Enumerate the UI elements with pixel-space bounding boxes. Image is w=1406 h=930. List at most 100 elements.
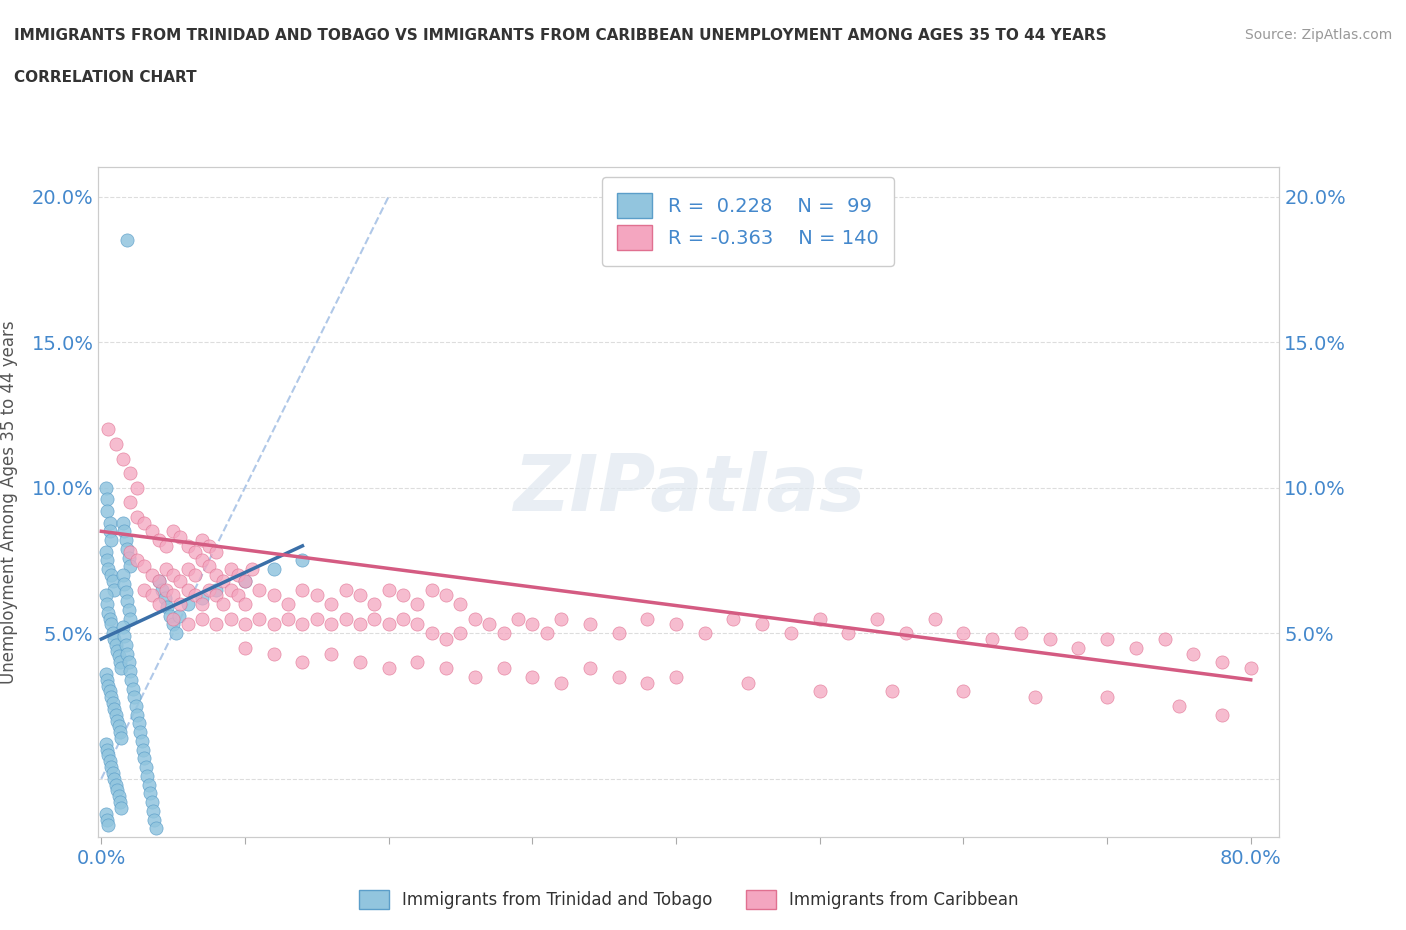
Point <box>94 544 117 559</box>
Point <box>150 582 173 597</box>
Point <box>894 626 917 641</box>
Point <box>155 562 177 577</box>
Point <box>138 777 160 792</box>
Point <box>205 582 228 597</box>
Point <box>205 544 228 559</box>
Point <box>107 719 129 734</box>
Point <box>636 675 658 690</box>
Point <box>363 611 385 626</box>
Point <box>103 631 125 646</box>
Point <box>105 783 128 798</box>
Point <box>153 591 176 605</box>
Point <box>96 812 118 827</box>
Point <box>321 597 343 612</box>
Point <box>780 626 803 641</box>
Point <box>464 670 486 684</box>
Point <box>108 655 131 670</box>
Point <box>191 533 214 548</box>
Point <box>492 660 515 675</box>
Point <box>97 748 120 763</box>
Point <box>117 603 139 618</box>
Point <box>478 617 501 631</box>
Point <box>142 804 165 818</box>
Point <box>665 617 688 631</box>
Point <box>114 533 136 548</box>
Point <box>141 794 163 809</box>
Point <box>952 626 974 641</box>
Point <box>121 672 143 687</box>
Point <box>233 617 256 631</box>
Point <box>128 716 150 731</box>
Point <box>111 515 134 530</box>
Point <box>98 611 121 626</box>
Point <box>464 611 486 626</box>
Point <box>198 582 221 597</box>
Point <box>100 617 122 631</box>
Point <box>94 480 117 495</box>
Point <box>117 550 139 565</box>
Text: ZIPatlas: ZIPatlas <box>513 451 865 526</box>
Point <box>101 574 124 589</box>
Point <box>176 582 198 597</box>
Point <box>139 786 162 801</box>
Point <box>837 626 859 641</box>
Point <box>808 684 831 698</box>
Point <box>145 821 167 836</box>
Point <box>167 608 190 623</box>
Point <box>263 562 285 577</box>
Point <box>94 588 117 603</box>
Point <box>191 553 214 568</box>
Point <box>162 588 184 603</box>
Point <box>98 684 121 698</box>
Point <box>578 617 600 631</box>
Point <box>101 626 124 641</box>
Point <box>155 538 177 553</box>
Point <box>291 655 314 670</box>
Point <box>522 670 544 684</box>
Point <box>111 567 134 582</box>
Point <box>263 588 285 603</box>
Point <box>406 617 429 631</box>
Point <box>148 533 170 548</box>
Point <box>305 588 328 603</box>
Point <box>392 588 415 603</box>
Point <box>115 593 138 608</box>
Point <box>94 737 117 751</box>
Point <box>349 588 371 603</box>
Point <box>127 510 149 525</box>
Point <box>176 562 198 577</box>
Point <box>737 675 759 690</box>
Point <box>148 574 170 589</box>
Point <box>1038 631 1060 646</box>
Point <box>212 597 235 612</box>
Point <box>176 617 198 631</box>
Point <box>233 641 256 656</box>
Point <box>125 698 148 713</box>
Point <box>636 611 658 626</box>
Text: Source: ZipAtlas.com: Source: ZipAtlas.com <box>1244 28 1392 42</box>
Point <box>219 611 242 626</box>
Point <box>169 530 191 545</box>
Point <box>162 617 184 631</box>
Point <box>1211 708 1233 723</box>
Point <box>406 655 429 670</box>
Point <box>578 660 600 675</box>
Point <box>1211 655 1233 670</box>
Point <box>866 611 889 626</box>
Point <box>349 617 371 631</box>
Point <box>191 611 214 626</box>
Point <box>219 562 242 577</box>
Point <box>377 660 399 675</box>
Point <box>233 574 256 589</box>
Point <box>450 626 472 641</box>
Point <box>148 574 170 589</box>
Point <box>127 480 149 495</box>
Point <box>148 597 170 612</box>
Point <box>198 538 221 553</box>
Point <box>129 724 152 739</box>
Point <box>349 655 371 670</box>
Point <box>122 681 145 696</box>
Point <box>226 567 249 582</box>
Point <box>183 567 205 582</box>
Point <box>96 553 118 568</box>
